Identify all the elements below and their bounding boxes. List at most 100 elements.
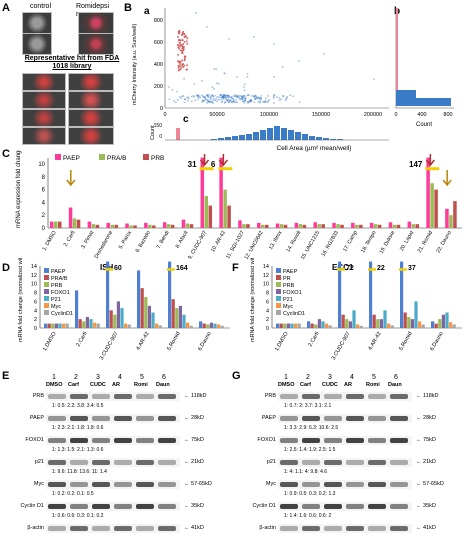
molecular-weight: ← 21kD bbox=[184, 459, 204, 465]
scatter-point: × bbox=[289, 93, 292, 98]
scatter-point: × bbox=[257, 94, 260, 99]
lane-number: 1 bbox=[284, 374, 288, 381]
scatter-point-hit bbox=[179, 68, 182, 70]
c-bar bbox=[68, 207, 73, 228]
c-bar bbox=[72, 218, 77, 228]
scatter-point: × bbox=[198, 94, 201, 99]
scatter-point: × bbox=[176, 89, 179, 94]
c-bar bbox=[332, 222, 336, 228]
scatter-point: × bbox=[264, 99, 267, 104]
c-bar bbox=[204, 196, 209, 228]
chart-category-label: 5.Romid bbox=[398, 331, 413, 352]
blot-strip bbox=[46, 392, 180, 401]
scatter-point-hit bbox=[181, 46, 184, 49]
scatter-point: × bbox=[213, 66, 216, 71]
molecular-weight: ← 21kD bbox=[416, 459, 436, 465]
scatter-point-hit bbox=[186, 64, 188, 67]
c-legend-swatch bbox=[55, 154, 61, 160]
c-bar bbox=[275, 223, 280, 228]
scatter-point: × bbox=[323, 51, 326, 56]
scatter-point: × bbox=[237, 93, 240, 98]
scatter-point: × bbox=[222, 96, 225, 101]
scatter-point: × bbox=[267, 93, 270, 98]
chart-ytick: 6 bbox=[266, 299, 269, 305]
scatter-point: × bbox=[186, 98, 189, 103]
lane-number: 2 bbox=[306, 374, 310, 381]
panel-g-western-blot: 1 DMSO 2 Carf 3 CUDC 4 AR 5 Romi 6 Daun PRB ← 118kD 1:… bbox=[232, 370, 467, 550]
bottom-hist-bar bbox=[316, 137, 322, 140]
scatter-point: × bbox=[183, 99, 186, 104]
scatter-point: × bbox=[197, 95, 200, 100]
blot-row-label: β-actin bbox=[259, 525, 276, 531]
panel-a-label: A bbox=[2, 2, 10, 14]
scatter-point: × bbox=[231, 99, 234, 104]
scatter-point: × bbox=[222, 95, 225, 100]
b-ytick: 0 bbox=[160, 106, 163, 112]
c-bar bbox=[242, 224, 246, 228]
scatter-point: × bbox=[183, 97, 186, 102]
scatter-point: × bbox=[224, 93, 227, 98]
scatter-point: × bbox=[256, 95, 259, 100]
scatter-point-hit bbox=[179, 39, 182, 42]
lane-name: CUDC bbox=[322, 382, 338, 388]
scatter-point: × bbox=[180, 95, 183, 100]
scatter-point: × bbox=[203, 98, 206, 103]
chart-bar bbox=[328, 325, 332, 328]
scatter-point: × bbox=[204, 94, 207, 99]
molecular-weight: ← 118kD bbox=[416, 393, 439, 399]
c-bar bbox=[449, 215, 453, 228]
scatter-point-hit bbox=[182, 48, 185, 51]
chart-legend-label: CyclinD1 bbox=[283, 311, 305, 317]
scatter-point: × bbox=[233, 98, 236, 103]
c-ytick: 6 bbox=[42, 188, 46, 194]
scatter-point: × bbox=[186, 95, 189, 100]
blot-band bbox=[324, 438, 342, 443]
densitometry-ratios: 1: 4: 1.1: 4: 9.8: 4.6 bbox=[284, 469, 328, 475]
scatter-point-hit bbox=[177, 32, 180, 35]
scatter-point: × bbox=[228, 99, 231, 104]
scatter-point: × bbox=[227, 98, 230, 103]
c-axis-break bbox=[425, 167, 440, 171]
scatter-point-hit bbox=[184, 35, 187, 38]
scatter-point-hit bbox=[183, 46, 185, 48]
chart-ytick: 6 bbox=[34, 299, 37, 305]
c-bar bbox=[283, 224, 288, 228]
molecular-weight: ← 57-65kD bbox=[184, 481, 212, 487]
scatter-point: × bbox=[201, 99, 204, 104]
scatter-point: × bbox=[177, 97, 180, 102]
scatter-point: × bbox=[228, 36, 231, 41]
scatter-point: × bbox=[281, 64, 284, 69]
scatter-point: × bbox=[209, 96, 212, 101]
c-legend-label: PAEP bbox=[63, 155, 80, 162]
chart-bar bbox=[47, 323, 51, 328]
hit-image-8 bbox=[68, 127, 114, 145]
blot-band bbox=[346, 394, 364, 399]
chart-bar bbox=[82, 321, 86, 328]
scatter-point-hit bbox=[178, 38, 180, 41]
chart-legend-swatch bbox=[276, 289, 281, 294]
blot-band bbox=[346, 460, 364, 465]
densitometry-ratios: 1: 2.5: 1.4: 1.9: 2.5: 1.5 bbox=[284, 447, 336, 453]
lane-name: Carf bbox=[68, 382, 80, 388]
bottom-hist-bar bbox=[211, 139, 217, 140]
scatter-point: × bbox=[221, 94, 224, 99]
scatter-point: × bbox=[232, 95, 235, 100]
scatter-point: × bbox=[255, 95, 258, 100]
blot-band bbox=[158, 460, 176, 465]
scatter-point: × bbox=[226, 98, 229, 103]
library-subtitle: Representative hit from FDA 1018 library bbox=[24, 55, 120, 70]
densitometry-ratios: 1: 3.3: 2.9: 6.3: 10.6: 2.5 bbox=[284, 425, 339, 431]
blot-band bbox=[280, 438, 298, 443]
scatter-point: × bbox=[211, 93, 214, 98]
b-xtick: 200000 bbox=[364, 112, 382, 118]
chart-bar bbox=[403, 312, 407, 328]
scatter-point: × bbox=[190, 93, 193, 98]
scatter-point: × bbox=[201, 93, 204, 98]
scatter-point: × bbox=[222, 92, 225, 97]
scatter-point: × bbox=[253, 93, 256, 98]
scatter-point: × bbox=[282, 94, 285, 99]
chart-bar bbox=[369, 261, 373, 328]
b-xtick: 100000 bbox=[260, 112, 278, 118]
scatter-point: × bbox=[249, 99, 252, 104]
scatter-point: × bbox=[222, 96, 225, 101]
